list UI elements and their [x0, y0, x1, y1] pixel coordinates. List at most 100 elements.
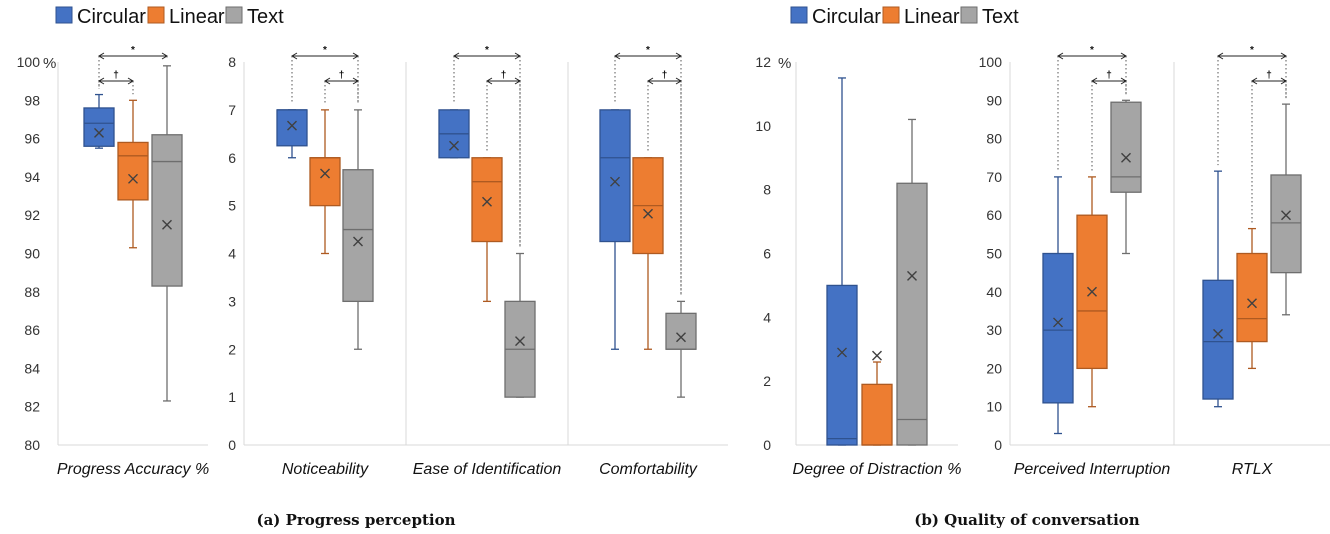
category-label-rtlx: RTLX [1232, 461, 1274, 478]
y-tick-label: 100 [17, 54, 41, 70]
significance-bracket: * [453, 45, 521, 248]
box-circular-progress-accuracy [83, 93, 115, 149]
mean-stroke [1053, 317, 1063, 328]
significance-bracket: † [98, 70, 134, 95]
mean-stroke [287, 120, 297, 131]
y-tick-label: 0 [994, 437, 1002, 453]
mean-marker [643, 208, 653, 219]
box-iqr [309, 157, 341, 207]
box-linear-perceived-interruption [1076, 176, 1108, 408]
legend-swatch-linear [147, 6, 165, 24]
mean-marker [320, 168, 330, 179]
box-linear-ease-of-identification [471, 157, 503, 303]
y-tick-label: 0 [228, 437, 236, 453]
box-iqr [896, 182, 928, 446]
y-tick-label: 90 [986, 92, 1002, 108]
significance-symbol: † [1106, 70, 1112, 81]
y-tick-label: 100 [979, 54, 1003, 70]
box-text-ease-of-identification [504, 252, 536, 398]
box-iqr [1270, 174, 1302, 274]
box-iqr [342, 169, 374, 303]
mean-stroke [1213, 328, 1223, 339]
box-circular-ease-of-identification [438, 109, 470, 159]
mean-stroke [837, 347, 847, 358]
y-tick-label: 7 [228, 102, 236, 118]
mean-stroke [643, 208, 653, 219]
significance-bracket: † [647, 70, 682, 296]
y-tick-label: 5 [228, 198, 236, 214]
mean-marker [1281, 210, 1291, 221]
mean-marker [1053, 317, 1063, 328]
box-circular-rtlx [1202, 170, 1234, 408]
box-iqr [276, 109, 308, 147]
mean-marker [1087, 286, 1097, 297]
significance-symbol: * [1090, 45, 1094, 56]
mean-marker [287, 120, 297, 131]
caption-b: (b) Quality of conversation [914, 511, 1140, 529]
significance-symbol: † [1266, 70, 1272, 81]
box-iqr [1236, 252, 1268, 343]
mean-marker [610, 176, 620, 187]
box-iqr [1202, 279, 1234, 400]
mean-stroke [907, 270, 917, 281]
legend-panel-a: Circular Linear Text [55, 6, 284, 28]
mean-stroke [610, 176, 620, 187]
chart-1: 80 82 84 86 88 90 92 94 96 98 100 % Progress Accurac… [17, 45, 210, 478]
mean-marker [872, 350, 882, 361]
box-iqr [151, 134, 183, 287]
category-label-noticeability: Noticeability [282, 461, 369, 478]
y-tick-label: 82 [24, 399, 40, 415]
mean-marker [449, 140, 459, 151]
mean-marker [907, 270, 917, 281]
significance-symbol: * [485, 45, 489, 56]
mean-marker [353, 236, 363, 247]
significance-bracket: * [98, 45, 168, 89]
significance-bracket: * [1057, 45, 1127, 171]
box-iqr [599, 109, 631, 243]
legend-label-text: Text [247, 6, 284, 28]
mean-stroke [1247, 298, 1257, 309]
y-tick-label: 2 [228, 341, 236, 357]
box-iqr [117, 141, 149, 201]
chart-4: 0 10 20 30 40 50 60 70 80 90 100 Perceived Interrup… [979, 45, 1330, 478]
y-tick-label: 2 [763, 373, 771, 389]
box-text-noticeability [342, 109, 374, 350]
y-tick-label: 10 [986, 399, 1002, 415]
y-tick-label: 0 [763, 437, 771, 453]
box-iqr [471, 157, 503, 243]
mean-stroke [515, 336, 525, 347]
box-linear-rtlx [1236, 227, 1268, 370]
box-iqr [1042, 252, 1074, 404]
significance-symbol: † [501, 70, 507, 81]
box-linear-noticeability [309, 109, 341, 255]
mean-marker [94, 127, 104, 138]
mean-marker [676, 332, 686, 343]
significance-bracket: * [614, 45, 682, 296]
legend-swatch-linear [882, 6, 900, 24]
significance-symbol: * [646, 45, 650, 56]
legend-panel-b: Circular Linear Text [790, 6, 1019, 28]
legend-swatch-text [960, 6, 978, 24]
mean-marker [482, 196, 492, 207]
box-iqr [665, 312, 697, 350]
y-tick-label: 60 [986, 207, 1002, 223]
box-linear-comfortability [632, 157, 664, 350]
significance-symbol: * [131, 45, 135, 56]
y-tick-label: 10 [755, 118, 771, 134]
y-tick-label: 94 [24, 169, 40, 185]
significance-bracket: † [1251, 70, 1287, 223]
box-text-comfortability [665, 300, 697, 398]
significance-bracket: † [324, 70, 359, 104]
legend-label-linear: Linear [169, 6, 225, 28]
significance-bracket: * [291, 45, 359, 104]
category-label-comfortability: Comfortability [599, 461, 698, 478]
y-tick-label: 20 [986, 360, 1002, 376]
box-iqr [83, 107, 115, 147]
significance-symbol: * [323, 45, 327, 56]
mean-stroke [1121, 152, 1131, 163]
box-linear-progress-accuracy [117, 99, 149, 249]
box-text-degree-of-distraction [896, 118, 928, 446]
y-tick-label: 6 [763, 246, 771, 262]
chart-3: 0 2 4 6 8 10 12 % Degree of Distraction % [755, 54, 961, 478]
y-tick-label: 1 [228, 389, 236, 405]
